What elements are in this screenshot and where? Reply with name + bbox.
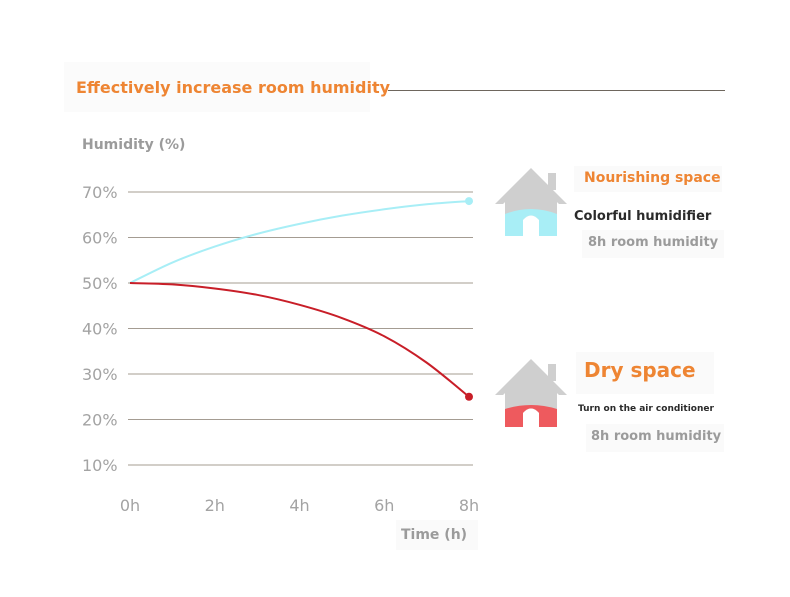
series-line-nourishing [129, 200, 470, 284]
x-axis-ticks: 0h 2h 4h 6h 8h [120, 496, 479, 515]
x-tick-label: 0h [120, 496, 140, 515]
legend-nourishing-note: 8h room humidity [588, 235, 719, 250]
y-tick-label: 60% [82, 229, 118, 248]
legend-dry-note-background [586, 424, 724, 452]
legend-nourishing-subtitle: Colorful humidifier [574, 209, 712, 224]
legend-nourishing-note-background [582, 230, 724, 258]
y-tick-label: 30% [82, 365, 118, 384]
x-tick-label: 8h [459, 496, 479, 515]
legend-dry-note: 8h room humidity [591, 429, 722, 444]
x-tick-label: 2h [205, 496, 225, 515]
y-tick-label: 20% [82, 411, 118, 430]
series-endpoint-nourishing [465, 197, 473, 206]
chart-series [129, 197, 473, 401]
legend-nourishing-name-background [574, 166, 722, 192]
legend-dry-subtitle: Turn on the air conditioner [578, 404, 714, 414]
series-endpoint-dry [465, 392, 473, 401]
house-icon [495, 359, 567, 427]
x-tick-label: 6h [374, 496, 394, 515]
legend-dry-name-background [576, 352, 714, 394]
house-icon [495, 168, 567, 236]
x-tick-label: 4h [289, 496, 309, 515]
y-tick-label: 40% [82, 320, 118, 339]
y-axis-label: Humidity (%) [82, 137, 185, 153]
x-axis-label: Time (h) [401, 527, 467, 543]
x-axis-label-background [396, 520, 478, 550]
chart-grid [128, 191, 473, 466]
legend-nourishing-name: Nourishing space [584, 170, 721, 186]
y-tick-label: 50% [82, 274, 118, 293]
title-background [64, 62, 370, 112]
y-axis-ticks: 70% 60% 50% 40% 30% 20% 10% [82, 183, 118, 475]
y-tick-label: 70% [82, 183, 118, 202]
series-line-dry [129, 282, 470, 398]
y-tick-label: 10% [82, 456, 118, 475]
chart-title: Effectively increase room humidity [76, 78, 391, 97]
legend-dry-name: Dry space [584, 358, 696, 382]
title-divider [388, 90, 725, 91]
